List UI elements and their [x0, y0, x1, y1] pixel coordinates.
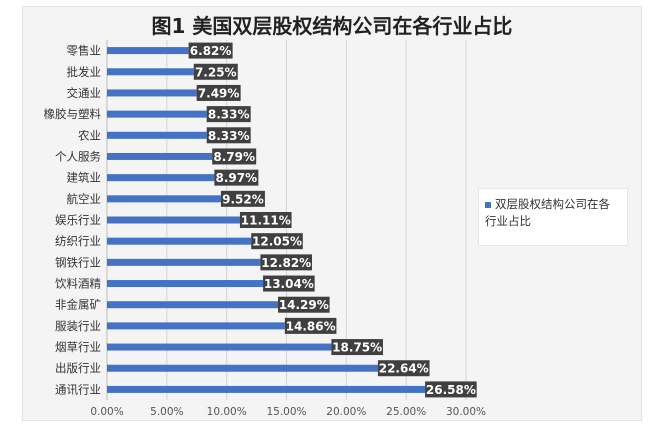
data-label-box — [239, 212, 292, 228]
x-tick-label: 30.00% — [446, 406, 486, 418]
data-label-box — [206, 106, 251, 123]
bar — [107, 68, 194, 76]
legend-swatch — [485, 201, 491, 208]
data-label: 6.82% — [190, 44, 232, 58]
data-label-box — [260, 254, 313, 271]
bar — [107, 280, 264, 288]
legend: 双层股权结构公司在各行业占比 — [478, 188, 628, 246]
data-label-box — [284, 317, 337, 334]
data-label: 11.11% — [241, 214, 291, 228]
category-label: 零售业 — [67, 44, 102, 58]
x-tick-label: 20.00% — [326, 406, 366, 418]
data-label-box — [212, 148, 257, 165]
data-label: 18.75% — [332, 341, 382, 355]
category-label: 通讯行业 — [55, 382, 101, 396]
chart-title: 图1 美国双层股权结构公司在各行业占比 — [151, 14, 513, 38]
bar — [107, 47, 189, 55]
x-tick-label: 0.00% — [90, 406, 123, 418]
data-label-box — [214, 169, 259, 186]
bar — [107, 195, 221, 203]
category-label: 钢铁行业 — [55, 255, 101, 269]
data-label: 14.29% — [279, 298, 329, 312]
category-label: 服装行业 — [55, 319, 101, 333]
data-label: 22.64% — [379, 362, 429, 376]
data-label-box — [251, 233, 303, 250]
category-label: 娱乐行业 — [55, 213, 101, 227]
data-label-box — [206, 127, 251, 144]
category-label: 农业 — [78, 128, 101, 142]
category-label: 批发业 — [67, 65, 102, 79]
data-label-box — [263, 275, 315, 292]
category-label: 建筑业 — [67, 171, 102, 185]
legend-label: 双层股权结构公司在各行业占比 — [485, 197, 610, 228]
bar — [107, 131, 207, 139]
data-label: 8.33% — [208, 129, 250, 143]
data-label: 12.82% — [261, 256, 311, 270]
x-tick-label: 5.00% — [150, 406, 183, 418]
data-label-box — [193, 63, 238, 80]
data-label: 9.52% — [222, 192, 264, 206]
category-label: 个人服务 — [55, 149, 101, 163]
x-tick-label: 25.00% — [386, 406, 426, 418]
bar — [107, 258, 261, 266]
data-label: 7.49% — [198, 86, 240, 100]
data-label: 8.79% — [213, 150, 255, 164]
data-label: 14.86% — [286, 319, 336, 333]
data-label: 8.33% — [208, 108, 250, 122]
data-label: 13.04% — [264, 277, 314, 291]
category-label: 航空业 — [67, 192, 102, 206]
data-label-box — [196, 84, 241, 101]
category-label: 交通业 — [67, 86, 102, 100]
bar — [107, 322, 285, 330]
category-label: 纺织行业 — [55, 234, 101, 248]
bar — [107, 237, 252, 245]
bar — [107, 89, 197, 97]
bar — [107, 301, 279, 309]
data-label: 8.97% — [216, 171, 258, 185]
category-label: 烟草行业 — [55, 340, 101, 354]
data-label: 26.58% — [426, 383, 476, 397]
data-label: 7.25% — [195, 65, 237, 79]
bar — [107, 364, 378, 372]
category-label: 饮料酒精 — [55, 277, 101, 291]
bar — [107, 110, 207, 118]
data-label-box — [425, 381, 477, 398]
data-label-box — [188, 42, 233, 59]
bar — [107, 152, 213, 160]
bar — [107, 174, 215, 182]
data-label-box — [220, 190, 265, 207]
data-label-box — [331, 339, 383, 356]
category-label: 橡胶与塑料 — [44, 107, 102, 121]
x-tick-label: 15.00% — [266, 406, 306, 418]
bar — [107, 343, 332, 351]
x-tick-label: 10.00% — [207, 406, 247, 418]
data-label-box — [278, 296, 330, 313]
data-label-box — [377, 360, 430, 377]
category-label: 非金属矿 — [55, 298, 101, 312]
bar — [107, 216, 240, 224]
bar — [107, 385, 426, 393]
data-label: 12.05% — [252, 235, 302, 249]
category-label: 出版行业 — [55, 361, 101, 375]
